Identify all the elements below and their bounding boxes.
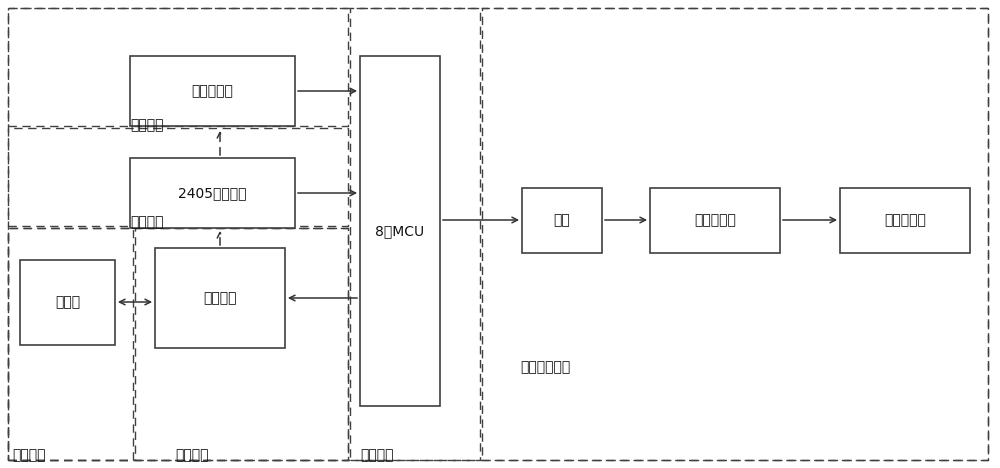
Bar xyxy=(360,56,440,406)
Text: 功率控制模块: 功率控制模块 xyxy=(520,360,570,374)
Text: 光偶: 光偶 xyxy=(554,213,570,227)
Text: 晶闸管输出: 晶闸管输出 xyxy=(694,213,736,227)
Bar xyxy=(522,188,602,253)
Bar xyxy=(130,56,295,126)
Bar xyxy=(840,188,970,253)
Bar xyxy=(650,188,780,253)
Bar xyxy=(8,128,348,226)
Text: 人机模块: 人机模块 xyxy=(12,448,46,462)
Bar xyxy=(20,260,115,345)
Text: 触摸屏: 触摸屏 xyxy=(55,295,80,309)
Text: 通信模块: 通信模块 xyxy=(175,448,208,462)
Bar xyxy=(155,248,285,348)
Bar xyxy=(350,8,480,460)
Text: 主控模块: 主控模块 xyxy=(360,448,394,462)
Text: 传感器电路: 传感器电路 xyxy=(192,84,233,98)
Bar xyxy=(8,8,348,126)
Text: 测量模块: 测量模块 xyxy=(130,118,164,132)
Bar xyxy=(8,228,133,460)
Bar xyxy=(130,158,295,228)
Bar xyxy=(135,228,348,460)
Text: 2405隔离电源: 2405隔离电源 xyxy=(178,186,247,200)
Text: 8位MCU: 8位MCU xyxy=(375,224,425,238)
Text: 红外加热板: 红外加热板 xyxy=(884,213,926,227)
Bar xyxy=(482,8,988,460)
Bar xyxy=(8,228,348,460)
Text: 电源模块: 电源模块 xyxy=(130,215,164,229)
Text: 串行通信: 串行通信 xyxy=(203,291,237,305)
